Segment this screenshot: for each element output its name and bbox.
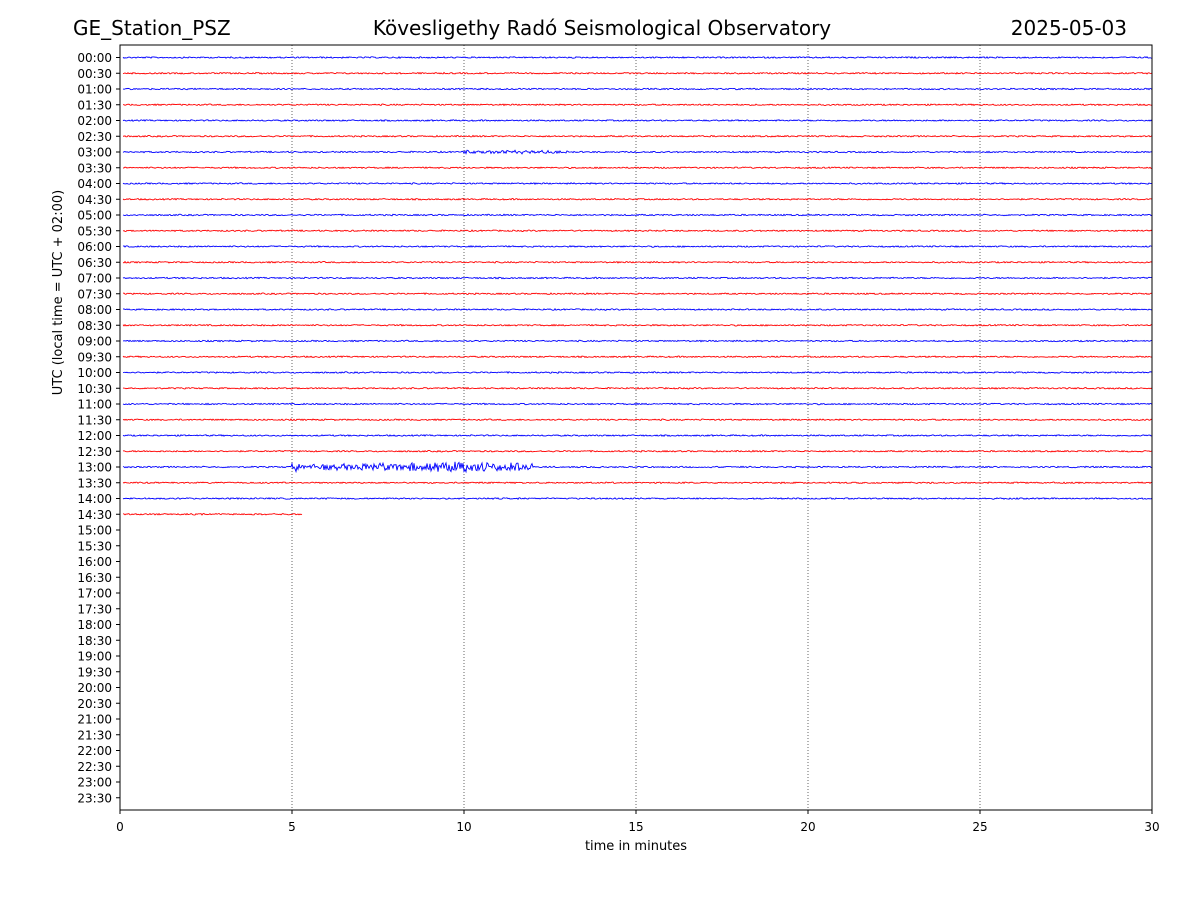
trace-10:00 <box>122 371 1153 374</box>
y-tick-label-02:00: 02:00 <box>77 114 112 128</box>
y-tick-label-06:00: 06:00 <box>77 240 112 254</box>
y-tick-label-12:30: 12:30 <box>77 445 112 459</box>
y-tick-label-05:30: 05:30 <box>77 224 112 238</box>
y-tick-label-14:30: 14:30 <box>77 508 112 522</box>
y-tick-label-19:30: 19:30 <box>77 665 112 679</box>
y-tick-label-08:00: 08:00 <box>77 303 112 317</box>
y-tick-label-23:00: 23:00 <box>77 776 112 790</box>
y-tick-label-11:30: 11:30 <box>77 413 112 427</box>
y-tick-label-07:00: 07:00 <box>77 272 112 286</box>
y-tick-label-08:30: 08:30 <box>77 319 112 333</box>
x-tick-label-5: 5 <box>288 820 296 834</box>
y-tick-label-16:30: 16:30 <box>77 571 112 585</box>
date-title: 2025-05-03 <box>1010 16 1127 40</box>
y-tick-label-07:30: 07:30 <box>77 287 112 301</box>
y-tick-label-17:00: 17:00 <box>77 587 112 601</box>
y-axis-label: UTC (local time = UTC + 02:00) <box>51 190 66 395</box>
trace-05:30 <box>122 229 1153 233</box>
y-tick-label-17:30: 17:30 <box>77 602 112 616</box>
trace-02:30 <box>122 134 1153 138</box>
trace-00:30 <box>122 71 1153 75</box>
y-tick-label-00:30: 00:30 <box>77 67 112 81</box>
y-tick-label-15:00: 15:00 <box>77 524 112 538</box>
trace-12:00 <box>122 434 1153 437</box>
y-tick-label-09:00: 09:00 <box>77 335 112 349</box>
y-tick-label-10:00: 10:00 <box>77 366 112 380</box>
y-tick-label-15:30: 15:30 <box>77 539 112 553</box>
trace-02:00 <box>122 119 1153 122</box>
x-tick-label-0: 0 <box>116 820 124 834</box>
trace-14:30 <box>122 512 303 516</box>
trace-00:00 <box>122 56 1153 59</box>
trace-07:00 <box>122 276 1153 280</box>
trace-11:00 <box>122 402 1153 406</box>
y-tick-label-22:00: 22:00 <box>77 744 112 758</box>
y-tick-label-00:00: 00:00 <box>77 51 112 65</box>
x-axis-label: time in minutes <box>585 839 687 854</box>
station-title: GE_Station_PSZ <box>73 16 231 40</box>
y-tick-label-10:30: 10:30 <box>77 382 112 396</box>
trace-04:00 <box>122 182 1153 185</box>
y-tick-label-03:30: 03:30 <box>77 161 112 175</box>
y-tick-label-01:30: 01:30 <box>77 98 112 112</box>
y-tick-label-02:30: 02:30 <box>77 130 112 144</box>
y-tick-label-23:30: 23:30 <box>77 791 112 805</box>
y-tick-label-12:00: 12:00 <box>77 429 112 443</box>
x-tick-label-30: 30 <box>1144 820 1159 834</box>
x-tick-label-10: 10 <box>456 820 471 834</box>
trace-06:30 <box>122 260 1153 264</box>
y-tick-label-06:30: 06:30 <box>77 256 112 270</box>
trace-04:30 <box>122 197 1153 201</box>
y-tick-label-05:00: 05:00 <box>77 209 112 223</box>
trace-05:00 <box>122 213 1153 217</box>
trace-06:00 <box>122 245 1153 248</box>
trace-13:30 <box>122 481 1153 485</box>
trace-01:00 <box>122 87 1153 91</box>
chart-title: Kövesligethy Radó Seismological Observat… <box>372 16 832 40</box>
y-tick-label-03:00: 03:00 <box>77 146 112 160</box>
y-tick-label-18:00: 18:00 <box>77 618 112 632</box>
trace-08:00 <box>122 308 1153 311</box>
x-tick-label-15: 15 <box>628 820 643 834</box>
seismic-traces <box>122 56 1153 516</box>
y-tick-label-04:30: 04:30 <box>77 193 112 207</box>
y-tick-label-22:30: 22:30 <box>77 760 112 774</box>
y-tick-label-13:00: 13:00 <box>77 461 112 475</box>
y-tick-label-14:00: 14:00 <box>77 492 112 506</box>
y-tick-label-09:30: 09:30 <box>77 350 112 364</box>
trace-13:00 <box>122 461 1153 474</box>
trace-12:30 <box>122 449 1153 453</box>
trace-09:00 <box>122 339 1153 343</box>
x-tick-label-25: 25 <box>972 820 987 834</box>
y-tick-label-16:00: 16:00 <box>77 555 112 569</box>
y-tick-label-01:00: 01:00 <box>77 83 112 97</box>
y-tick-label-21:30: 21:30 <box>77 728 112 742</box>
trace-11:30 <box>122 418 1153 422</box>
trace-07:30 <box>122 292 1153 296</box>
y-tick-label-11:00: 11:00 <box>77 398 112 412</box>
y-tick-label-20:30: 20:30 <box>77 697 112 711</box>
x-axis: 0 5 10 15 20 25 30 <box>116 810 1160 834</box>
y-tick-label-19:00: 19:00 <box>77 650 112 664</box>
y-tick-label-18:30: 18:30 <box>77 634 112 648</box>
y-tick-label-21:00: 21:00 <box>77 713 112 727</box>
grid-lines <box>291 45 981 810</box>
trace-08:30 <box>122 323 1153 327</box>
trace-09:30 <box>122 355 1153 359</box>
y-tick-label-20:00: 20:00 <box>77 681 112 695</box>
trace-14:00 <box>122 497 1153 500</box>
trace-03:30 <box>122 166 1153 170</box>
trace-01:30 <box>122 103 1153 107</box>
x-tick-label-20: 20 <box>800 820 815 834</box>
trace-03:00 <box>122 149 1153 155</box>
y-tick-label-13:30: 13:30 <box>77 476 112 490</box>
trace-10:30 <box>122 386 1153 390</box>
y-tick-label-04:00: 04:00 <box>77 177 112 191</box>
